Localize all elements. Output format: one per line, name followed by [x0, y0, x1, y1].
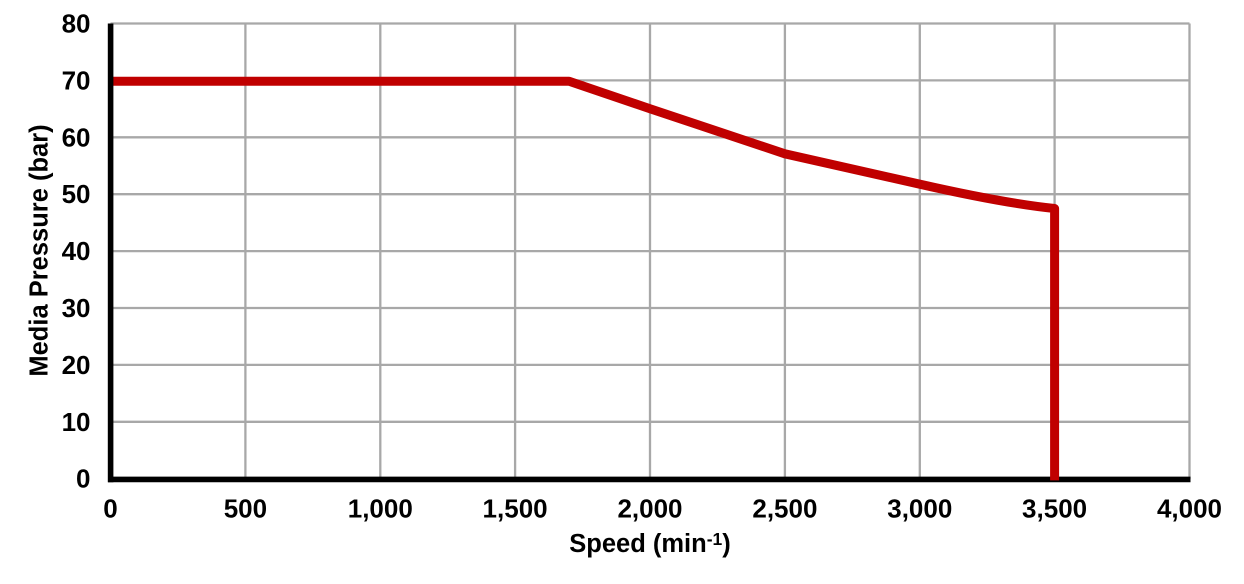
- svg-text:40: 40: [62, 236, 91, 266]
- svg-text:2,500: 2,500: [752, 494, 817, 524]
- svg-text:Speed (min-1): Speed (min-1): [569, 529, 731, 558]
- svg-text:60: 60: [62, 122, 91, 152]
- svg-text:2,000: 2,000: [617, 494, 682, 524]
- svg-text:70: 70: [62, 65, 91, 95]
- svg-text:1,000: 1,000: [348, 494, 413, 524]
- svg-text:0: 0: [103, 494, 117, 524]
- svg-text:500: 500: [224, 494, 267, 524]
- svg-text:1,500: 1,500: [483, 494, 548, 524]
- svg-text:80: 80: [62, 9, 91, 39]
- svg-text:0: 0: [76, 464, 90, 494]
- svg-text:4,000: 4,000: [1157, 494, 1222, 524]
- svg-text:20: 20: [62, 350, 91, 380]
- svg-text:10: 10: [62, 407, 91, 437]
- svg-text:3,500: 3,500: [1022, 494, 1087, 524]
- svg-text:3,000: 3,000: [887, 494, 952, 524]
- svg-text:30: 30: [62, 293, 91, 323]
- svg-text:Media Pressure (bar): Media Pressure (bar): [26, 124, 54, 376]
- svg-text:50: 50: [62, 179, 91, 209]
